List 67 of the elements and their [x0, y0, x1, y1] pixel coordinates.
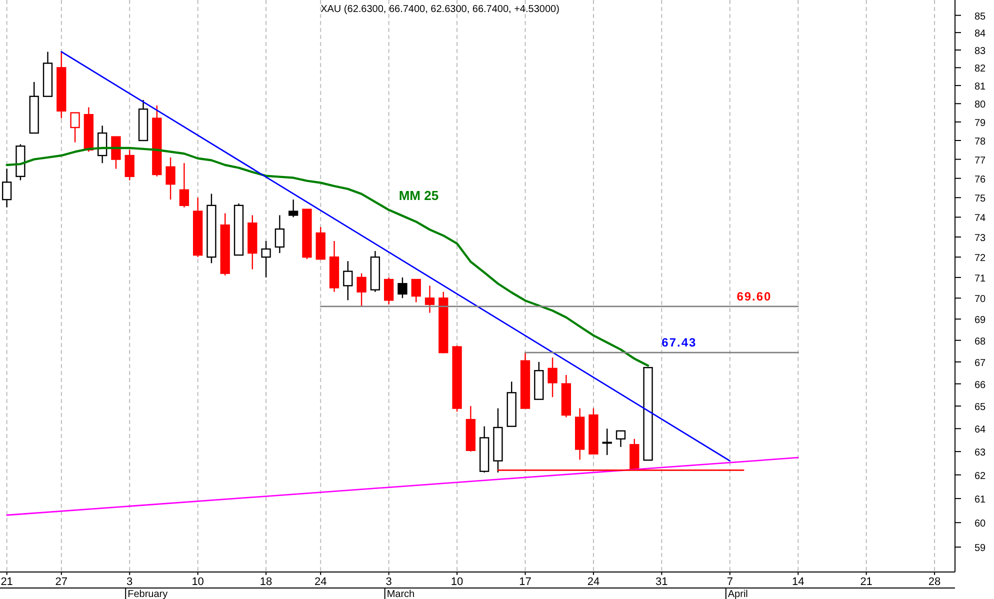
- series-label: MM 25: [398, 188, 439, 203]
- y-tick-label: 68: [974, 336, 986, 348]
- y-tick-label: 73: [974, 232, 986, 244]
- candlestick: [616, 430, 626, 448]
- candlestick: [179, 162, 190, 208]
- x-tick-label: 14: [792, 576, 804, 588]
- text: February: [128, 589, 168, 599]
- y-tick-label: 85: [974, 11, 986, 22]
- candlestick: [602, 428, 612, 456]
- y-tick-label: 81: [974, 82, 986, 93]
- x-tick-label: 24: [587, 576, 600, 588]
- y-tick-label: 59: [974, 543, 986, 554]
- candlestick: [111, 136, 121, 170]
- candlestick: [424, 285, 435, 314]
- x-tick-label: 17: [519, 576, 532, 588]
- y-tick-label: 60: [974, 518, 986, 530]
- chart-title: XAU (62.6300, 66.7400, 62.6300, 66.7400, +4.53000): [320, 4, 560, 15]
- candlestick: [548, 356, 558, 398]
- annotation: 69.60: [736, 289, 772, 304]
- y-tick-label: 67: [974, 358, 986, 369]
- x-tick-label: 27: [55, 576, 68, 588]
- text: April: [728, 589, 748, 599]
- y-tick-label: 71: [974, 273, 986, 284]
- x-tick-label: 18: [260, 576, 272, 588]
- y-tick-label: 79: [974, 118, 986, 129]
- candlestick: [261, 240, 271, 278]
- candlestick: [2, 168, 12, 208]
- y-tick-label: 70: [974, 294, 986, 306]
- y-tick-label: 72: [974, 253, 986, 264]
- candlestick: [166, 156, 176, 200]
- y-tick-label: 82: [974, 64, 986, 75]
- y-tick-label: 62: [974, 470, 986, 482]
- annotation: 67.43: [662, 336, 697, 350]
- x-tick-label: 10: [450, 576, 464, 588]
- candlestick: [124, 149, 134, 181]
- candlestick: [288, 198, 298, 218]
- y-tick-label: 64: [974, 424, 986, 436]
- x-tick-label: 21: [0, 576, 13, 588]
- candlestick: [411, 278, 421, 303]
- y-tick-label: 61: [974, 494, 986, 506]
- y-tick-label: 76: [974, 174, 986, 186]
- x-tick-label: 3: [386, 576, 392, 588]
- x-tick-label: 10: [192, 576, 204, 588]
- x-tick-label: 3: [126, 576, 133, 588]
- x-tick-label: 28: [928, 576, 941, 588]
- x-tick-label: 21: [860, 576, 872, 588]
- x-tick-label: 24: [314, 576, 327, 588]
- y-tick-label: 84: [974, 28, 986, 40]
- y-tick-label: 69: [974, 315, 986, 326]
- y-tick-label: 78: [974, 136, 986, 148]
- y-tick-label: 83: [974, 46, 986, 58]
- candlestick: [70, 112, 80, 143]
- y-tick-label: 75: [974, 194, 986, 205]
- candlestick: [384, 276, 394, 305]
- text: March: [386, 589, 415, 599]
- candlestick: [274, 214, 285, 254]
- y-tick-label: 66: [974, 380, 986, 391]
- x-tick-label: 7: [726, 576, 733, 588]
- x-tick-label: 31: [656, 576, 668, 588]
- y-tick-label: 65: [974, 402, 986, 414]
- candlestick: [343, 260, 353, 301]
- y-tick-label: 63: [974, 448, 986, 459]
- y-tick-label: 77: [974, 155, 986, 166]
- candlestick: [398, 276, 408, 299]
- candlestick: [356, 272, 366, 308]
- y-tick-label: 80: [974, 100, 986, 111]
- y-tick-label: 74: [974, 213, 986, 224]
